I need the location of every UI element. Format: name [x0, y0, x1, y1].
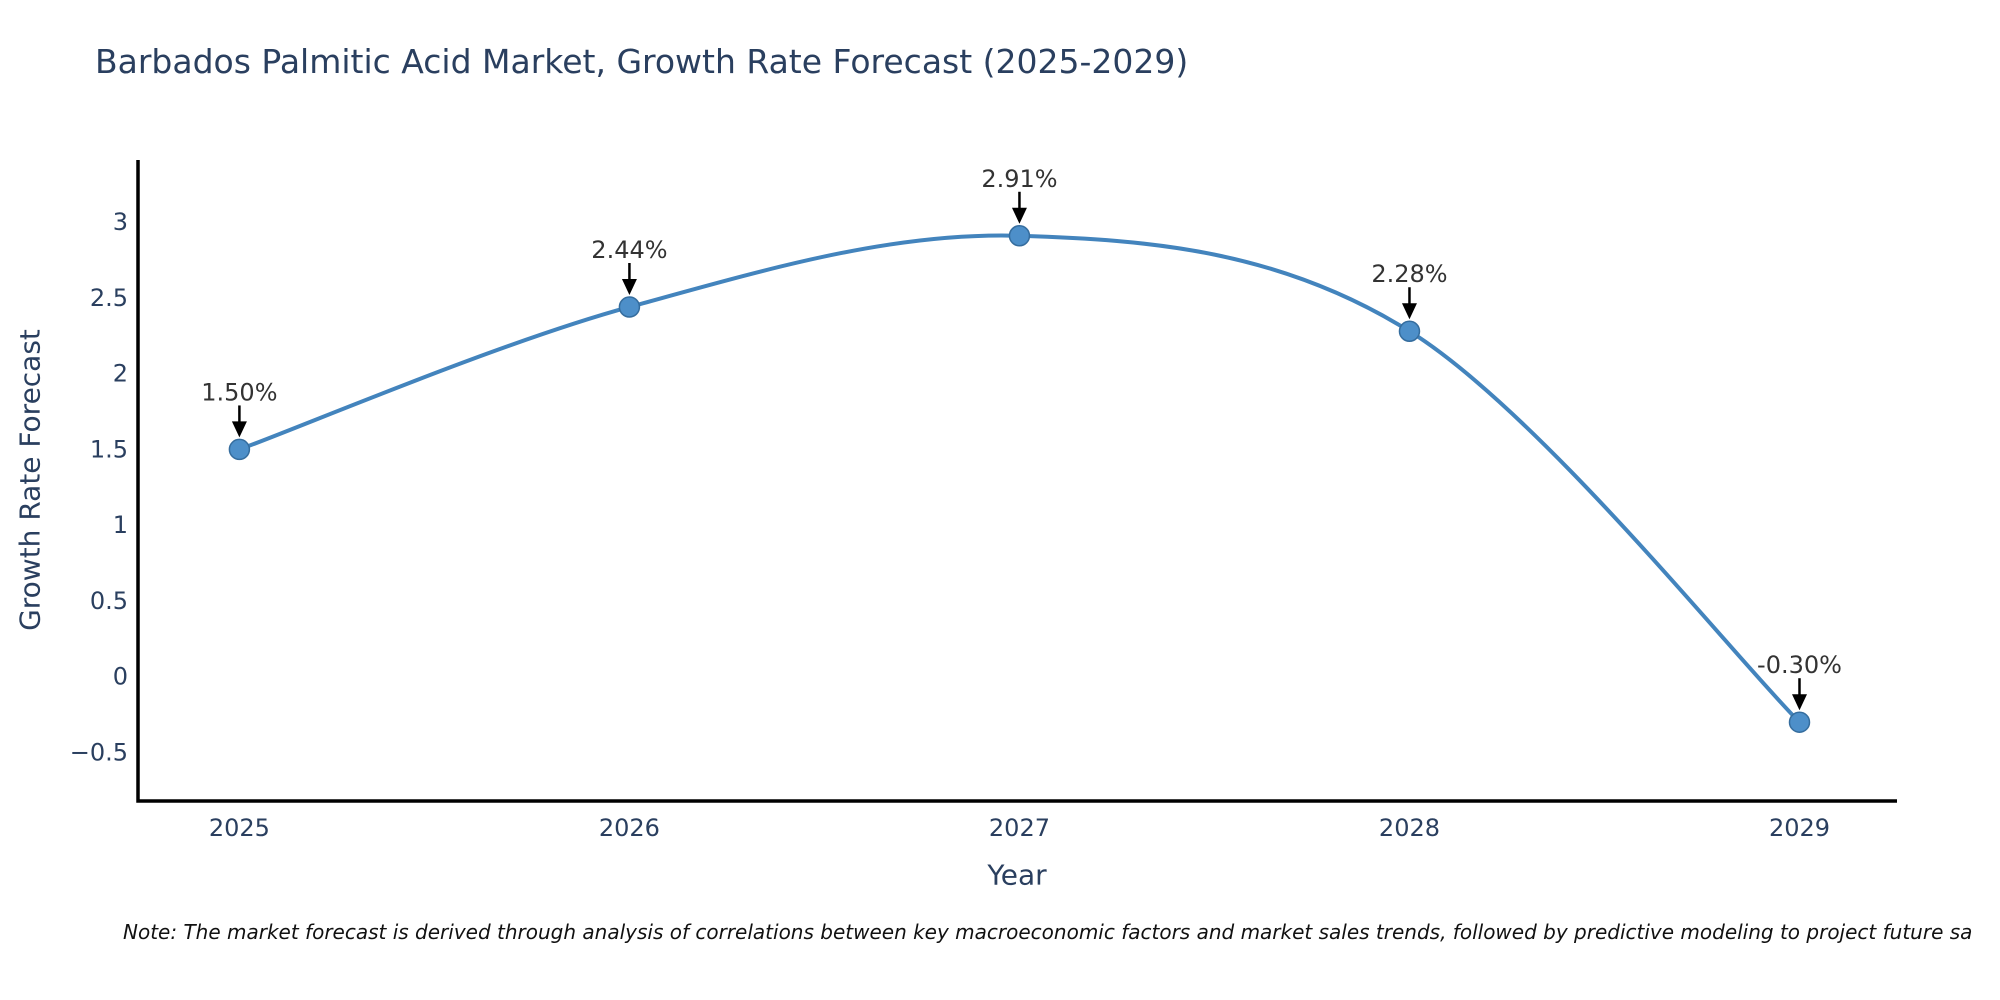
y-tick-label: 2.5 [90, 284, 128, 312]
axis-lines [136, 160, 1897, 803]
data-point-marker [1398, 320, 1421, 342]
x-tick-label: 2029 [1769, 814, 1830, 842]
data-point-label: -0.30% [1757, 651, 1842, 679]
x-tick-label: 2025 [209, 814, 270, 842]
annotation-arrow-head-icon [231, 421, 247, 438]
data-point-label: 2.91% [981, 165, 1057, 193]
x-tick-label: 2026 [599, 814, 660, 842]
data-point-marker [228, 438, 251, 461]
y-tick-label: 0.5 [90, 587, 128, 615]
y-tick-label: 2 [113, 360, 128, 388]
data-point-marker [618, 296, 641, 318]
x-tick-label: 2028 [1379, 814, 1440, 842]
annotation-arrow-head-icon [1011, 207, 1027, 224]
forecast-line [237, 233, 1802, 725]
data-point-label: 1.50% [201, 378, 277, 406]
y-tick-label: −0.5 [70, 739, 128, 767]
x-tick-label: 2027 [989, 814, 1050, 842]
data-point-marker [1788, 711, 1811, 733]
x-axis-title: Year [987, 858, 1047, 892]
annotation-arrow-head-icon [1791, 694, 1807, 711]
y-tick-label: 3 [113, 208, 128, 236]
y-tick-label: 1 [113, 511, 128, 539]
data-point-marker [1008, 225, 1031, 247]
annotation-arrow-head-icon [621, 278, 637, 295]
y-tick-label: 0 [113, 663, 128, 691]
footnote: Note: The market forecast is derived thr… [123, 920, 1973, 944]
chart-title: Barbados Palmitic Acid Market, Growth Ra… [95, 42, 1189, 81]
data-point-label: 2.28% [1371, 260, 1447, 288]
annotation-arrow-head-icon [1401, 303, 1417, 320]
y-tick-label: 1.5 [90, 435, 128, 463]
data-point-label: 2.44% [591, 236, 667, 264]
